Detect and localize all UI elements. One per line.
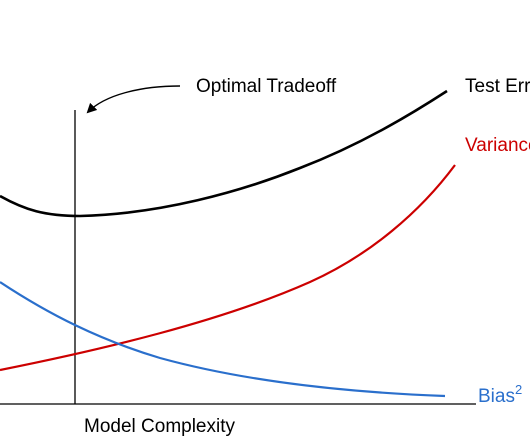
test-error-label: Test Error (465, 76, 530, 97)
variance-curve (0, 164, 456, 372)
annotation-label: Optimal Tradeoff (196, 76, 337, 97)
bias-label-superscript: 2 (515, 382, 522, 397)
bias-label: Bias2 (478, 382, 522, 407)
bias-label-text: Bias (478, 386, 515, 407)
bias-squared-curve (0, 281, 446, 398)
annotation-arrow (86, 85, 181, 114)
test-error-curve (0, 89, 448, 218)
x-axis-label: Model Complexity (84, 416, 235, 437)
variance-label: Variance (465, 135, 530, 156)
